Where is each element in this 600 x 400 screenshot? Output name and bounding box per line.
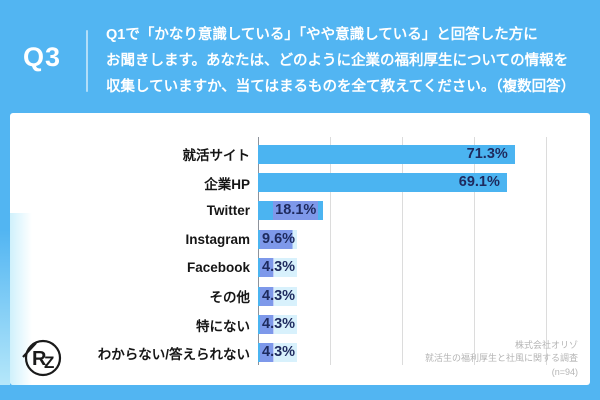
chart-panel: 就活サイト 71.3% 企業HP 69.1% Twitter 18.1% Ins… (10, 113, 590, 385)
value-label: 4.3% (260, 343, 298, 363)
chart-row: Facebook 4.3% (10, 254, 590, 282)
logo-letter-z: Z (44, 353, 54, 372)
y-axis-line (258, 137, 259, 365)
bar-area: 4.3% (258, 258, 590, 278)
bar (258, 144, 515, 164)
chart-row: 企業HP 69.1% (10, 168, 590, 196)
bar (258, 173, 507, 193)
question-text: Q1で「かなり意識している」「やや意識している」と回答した方に お聞きします。あ… (106, 27, 576, 95)
category-label: 企業HP (204, 176, 250, 192)
chart-row: Instagram 9.6% (10, 225, 590, 253)
value-label: 4.3% (260, 258, 298, 278)
value-label: 9.6% (260, 229, 298, 249)
bar-area: 18.1% (258, 201, 590, 221)
category-label: わからない/答えられない (97, 346, 250, 362)
chart-row: 特にない 4.3% (10, 310, 590, 338)
chart-row: わからない/答えられない 4.3% (10, 339, 590, 367)
bar-area: 9.6% (258, 229, 590, 249)
bar-area: 4.3% (258, 315, 590, 335)
grid-line (402, 137, 403, 365)
chart-row: Twitter 18.1% (10, 197, 590, 225)
category-label: Instagram (185, 231, 250, 247)
header-divider (86, 30, 88, 92)
chart-row: 就活サイト 71.3% (10, 140, 590, 168)
value-label: 71.3% (466, 145, 508, 162)
category-label: 特にない (196, 318, 250, 334)
question-number: Q3 (22, 42, 62, 72)
category-label: Facebook (186, 260, 250, 276)
source-survey-title: 就活生の福利厚生と社風に関する調査 (424, 353, 578, 363)
bar-area: 4.3% (258, 286, 590, 306)
category-label: Twitter (206, 203, 250, 219)
logo-slash (22, 342, 37, 358)
logo-circle (24, 339, 62, 377)
value-label: 69.1% (458, 174, 500, 191)
category-label: 就活サイト (182, 148, 251, 164)
bar-area: 4.3% (258, 343, 590, 363)
source-company: 株式会社オリゾ (514, 339, 578, 350)
company-logo: R Z (22, 339, 62, 377)
bar-area: 71.3% (258, 144, 590, 164)
grid-line (474, 137, 475, 365)
source-note: 株式会社オリゾ 就活生の福利厚生と社風に関する調査 (n=94) (425, 339, 578, 380)
bar-chart: 就活サイト 71.3% 企業HP 69.1% Twitter 18.1% Ins… (10, 140, 590, 367)
grid-line (546, 137, 547, 365)
grid-line (330, 137, 331, 365)
source-sample-size: (n=94) (551, 366, 578, 377)
value-label: 18.1% (273, 201, 319, 221)
value-label: 4.3% (260, 315, 298, 335)
chart-row: その他 4.3% (10, 282, 590, 310)
left-gradient-decoration (10, 213, 32, 385)
bar-area: 69.1% (258, 173, 590, 193)
category-label: その他 (209, 290, 251, 306)
value-label: 4.3% (260, 286, 298, 306)
left-margin-decoration (0, 230, 10, 385)
logo-letter-r: R (32, 348, 47, 370)
